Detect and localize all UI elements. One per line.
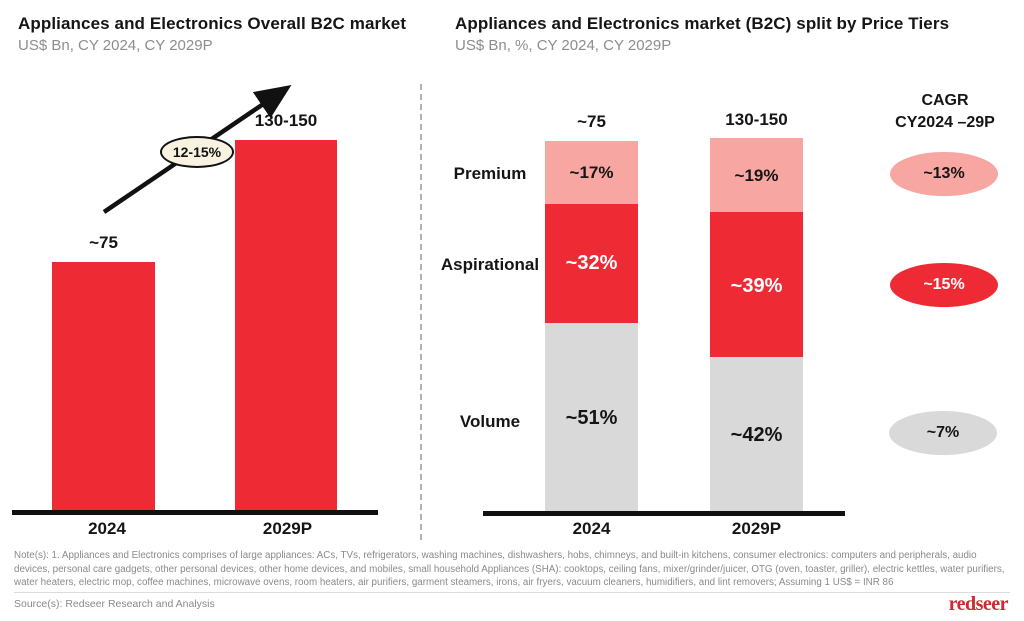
cagr-pill-premium: ~13% <box>890 152 998 196</box>
bar-2029p <box>235 140 337 512</box>
footer-divider <box>14 592 1010 593</box>
cagr-column-header: CAGR CY2024 –29P <box>878 90 1012 134</box>
source-text: Source(s): Redseer Research and Analysis <box>14 598 215 610</box>
stack-total-label: ~75 <box>577 112 606 131</box>
stack-total-label: 130-150 <box>725 110 788 129</box>
cagr-pill-volume: ~7% <box>889 411 997 455</box>
cagr-pill-aspirational: ~15% <box>890 263 998 307</box>
cagr-header-line2: CY2024 –29P <box>895 114 995 131</box>
tier-label-aspirational: Aspirational <box>440 255 540 274</box>
right-chart-header: Appliances and Electronics market (B2C) … <box>455 14 949 54</box>
segment-value: ~51% <box>565 407 618 429</box>
left-chart-subtitle: US$ Bn, CY 2024, CY 2029P <box>18 37 213 54</box>
tier-label-premium: Premium <box>453 164 527 183</box>
footnote-text: Note(s): 1. Appliances and Electronics c… <box>14 550 1005 589</box>
left-x-tick-2024: 2024 <box>88 519 126 538</box>
segment-2029p-volume <box>710 357 803 512</box>
segment-2029p-aspirational <box>710 212 803 357</box>
segment-value: ~19% <box>734 166 779 185</box>
segment-2024-volume <box>545 323 638 512</box>
segment-value: ~32% <box>565 252 618 274</box>
segment-2024-premium <box>545 141 638 204</box>
segment-2024-aspirational <box>545 204 638 323</box>
cagr-header-line1: CAGR <box>921 92 969 109</box>
bar-2024 <box>52 262 155 512</box>
redseer-logo: redseer <box>948 593 1009 615</box>
right-chart-subtitle: US$ Bn, %, CY 2024, CY 2029P <box>455 37 672 54</box>
tier-label-volume: Volume <box>459 412 521 431</box>
segment-value: ~39% <box>730 275 783 297</box>
right-x-axis <box>483 511 845 516</box>
left-x-axis <box>12 510 378 515</box>
segment-value: ~17% <box>569 163 614 182</box>
left-chart-title: Appliances and Electronics Overall B2C m… <box>18 14 407 33</box>
section-divider <box>420 84 422 540</box>
left-x-tick-2029p: 2029P <box>262 519 313 538</box>
right-chart-title: Appliances and Electronics market (B2C) … <box>455 14 950 33</box>
right-x-tick-2029p: 2029P <box>731 519 782 538</box>
right-x-tick-2024: 2024 <box>572 519 611 538</box>
segment-2029p-premium <box>710 138 803 212</box>
segment-value: ~42% <box>730 424 783 446</box>
left-cagr-badge: 12-15% <box>160 136 234 168</box>
bar-value-label: ~75 <box>89 233 118 252</box>
left-chart-header: Appliances and Electronics Overall B2C m… <box>18 14 406 54</box>
